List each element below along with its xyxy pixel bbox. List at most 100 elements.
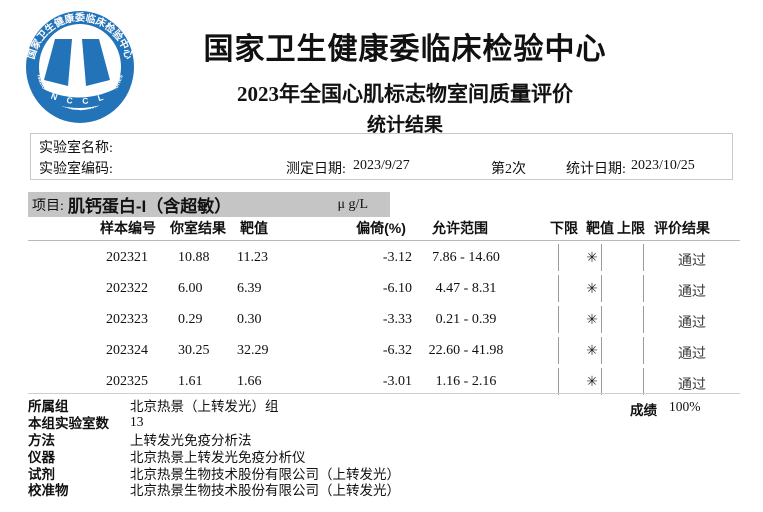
labs-count-value: 13	[130, 414, 144, 430]
sample-id: 202322	[106, 281, 148, 296]
project-unit: μ g/L	[337, 196, 368, 212]
calibrator-label: 校准物	[28, 483, 69, 499]
target-value: 6.39	[237, 281, 262, 296]
sample-id: 202323	[106, 312, 148, 327]
score-value: 100%	[669, 399, 701, 414]
col-lower-limit: 下限	[550, 220, 578, 236]
table-row: 202324 30.25 32.29 -6.32 22.60 - 41.98 ✳…	[0, 335, 763, 366]
labs-count-label: 本组实验室数	[28, 416, 109, 432]
upper-limit-line	[643, 368, 644, 395]
col-upper-limit: 上限	[617, 220, 645, 236]
sample-id: 202321	[106, 250, 148, 265]
your-result: 1.61	[178, 374, 203, 389]
table-row: 202321 10.88 11.23 -3.12 7.86 - 14.60 ✳ …	[0, 242, 763, 273]
summary-row-labs: 本组实验室数 13	[28, 414, 735, 431]
summary-row-method: 方法 上转发光免疫分析法	[28, 431, 735, 448]
lower-limit-line	[558, 275, 559, 302]
method-label: 方法	[28, 433, 55, 448]
lower-limit-line	[558, 337, 559, 364]
method-value: 上转发光免疫分析法	[130, 433, 252, 448]
table-row: 202322 6.00 6.39 -6.10 4.47 - 8.31 ✳ 通过	[0, 273, 763, 304]
reagent-label: 试剂	[28, 466, 55, 482]
allowed-range: 1.16 - 2.16	[435, 374, 497, 389]
evaluation-result: 通过	[678, 347, 706, 362]
logo-band	[41, 88, 117, 108]
target-value: 11.23	[237, 250, 268, 265]
col-your-result: 你室结果	[170, 220, 226, 236]
result-position-marker-icon: ✳	[586, 312, 598, 328]
score-block: 成绩 100%	[630, 399, 701, 419]
lab-code-label: 实验室编码:	[39, 162, 113, 177]
report-subtitle: 2023年全国心肌标志物室间质量评价	[237, 82, 573, 106]
stat-date-label: 统计日期:	[566, 162, 626, 177]
bias-value: -3.01	[382, 374, 412, 389]
group-label: 所属组	[28, 399, 69, 415]
lower-limit-line	[558, 306, 559, 333]
col-sample-id: 样本编号	[100, 220, 156, 236]
table-row: 202325 1.61 1.66 -3.01 1.16 - 2.16 ✳ 通过	[0, 366, 763, 397]
org-title: 国家卫生健康委临床检验中心	[203, 33, 607, 66]
col-evaluation: 评价结果	[654, 220, 710, 236]
evaluation-result: 通过	[678, 254, 706, 269]
summary-section: 成绩 100% 所属组 北京热景（上转发光）组 本组实验室数 13 方法 上转发…	[28, 397, 735, 498]
target-line	[601, 337, 602, 364]
bias-value: -6.10	[382, 281, 412, 296]
target-line	[601, 368, 602, 395]
col-target-mark: 靶值	[586, 220, 614, 236]
upper-limit-line	[643, 337, 644, 364]
group-value: 北京热景（上转发光）组	[130, 399, 279, 415]
instrument-value: 北京热景上转发光免疫分析仪	[130, 449, 306, 465]
logo-flask-right	[82, 39, 110, 86]
upper-limit-line	[643, 275, 644, 302]
allowed-range: 22.60 - 41.98	[428, 343, 504, 358]
calibrator-value: 北京热景生物技术股份有限公司（上转发光）	[130, 483, 400, 499]
target-line	[601, 244, 602, 271]
reagent-value: 北京热景生物技术股份有限公司（上转发光）	[130, 466, 400, 482]
target-value: 0.30	[237, 312, 262, 327]
project-label: 项目:	[32, 198, 64, 214]
project-bar: 项目: 肌钙蛋白-I（含超敏） μ g/L	[28, 192, 390, 217]
test-date-label: 测定日期:	[286, 162, 346, 177]
round-number: 第2次	[491, 162, 526, 177]
stat-date-value: 2023/10/25	[631, 158, 695, 173]
report-header: 国家卫生健康委临床检验中心 2023年全国心肌标志物室间质量评价 统计结果	[150, 24, 660, 137]
sample-id: 202324	[106, 343, 148, 358]
upper-limit-line	[643, 244, 644, 271]
score-label: 成绩	[630, 403, 657, 418]
header-divider	[28, 240, 740, 241]
col-range: 允许范围	[432, 220, 488, 236]
your-result: 10.88	[178, 250, 210, 265]
project-name: 肌钙蛋白-I（含超敏）	[67, 197, 232, 216]
test-date-value: 2023/9/27	[353, 158, 410, 173]
bias-value: -3.12	[382, 250, 412, 265]
summary-row-group: 所属组 北京热景（上转发光）组	[28, 397, 735, 414]
allowed-range: 4.47 - 8.31	[435, 281, 497, 296]
evaluation-result: 通过	[678, 378, 706, 393]
allowed-range: 0.21 - 0.39	[435, 312, 497, 327]
report-subtitle-2: 统计结果	[366, 115, 443, 136]
lab-name-label: 实验室名称:	[39, 141, 113, 156]
summary-row-instrument: 仪器 北京热景上转发光免疫分析仪	[28, 447, 735, 465]
upper-limit-line	[643, 306, 644, 333]
result-position-marker-icon: ✳	[586, 250, 598, 266]
results-table-body: 202321 10.88 11.23 -3.12 7.86 - 14.60 ✳ …	[0, 242, 763, 397]
nccl-logo-icon: 国家卫生健康委临床检验中心 National Center for Clinic…	[25, 11, 135, 123]
table-row: 202323 0.29 0.30 -3.33 0.21 - 0.39 ✳ 通过	[0, 304, 763, 335]
result-position-marker-icon: ✳	[586, 281, 598, 297]
target-value: 32.29	[237, 343, 269, 358]
lab-info-box: 实验室名称: 实验室编码: 测定日期: 2023/9/27 第2次 统计日期: …	[30, 133, 733, 180]
evaluation-result: 通过	[678, 316, 706, 331]
col-bias: 偏倚(%)	[356, 220, 406, 236]
lower-limit-line	[558, 368, 559, 395]
target-line	[601, 306, 602, 333]
bias-value: -6.32	[382, 343, 412, 358]
result-position-marker-icon: ✳	[586, 374, 598, 390]
evaluation-result: 通过	[678, 285, 706, 300]
results-table-header: 样本编号 你室结果 靶值 偏倚(%) 允许范围 下限 靶值 上限 评价结果	[0, 218, 763, 240]
target-line	[601, 275, 602, 302]
your-result: 30.25	[178, 343, 210, 358]
result-position-marker-icon: ✳	[586, 343, 598, 359]
target-value: 1.66	[237, 374, 262, 389]
bias-value: -3.33	[382, 312, 412, 327]
